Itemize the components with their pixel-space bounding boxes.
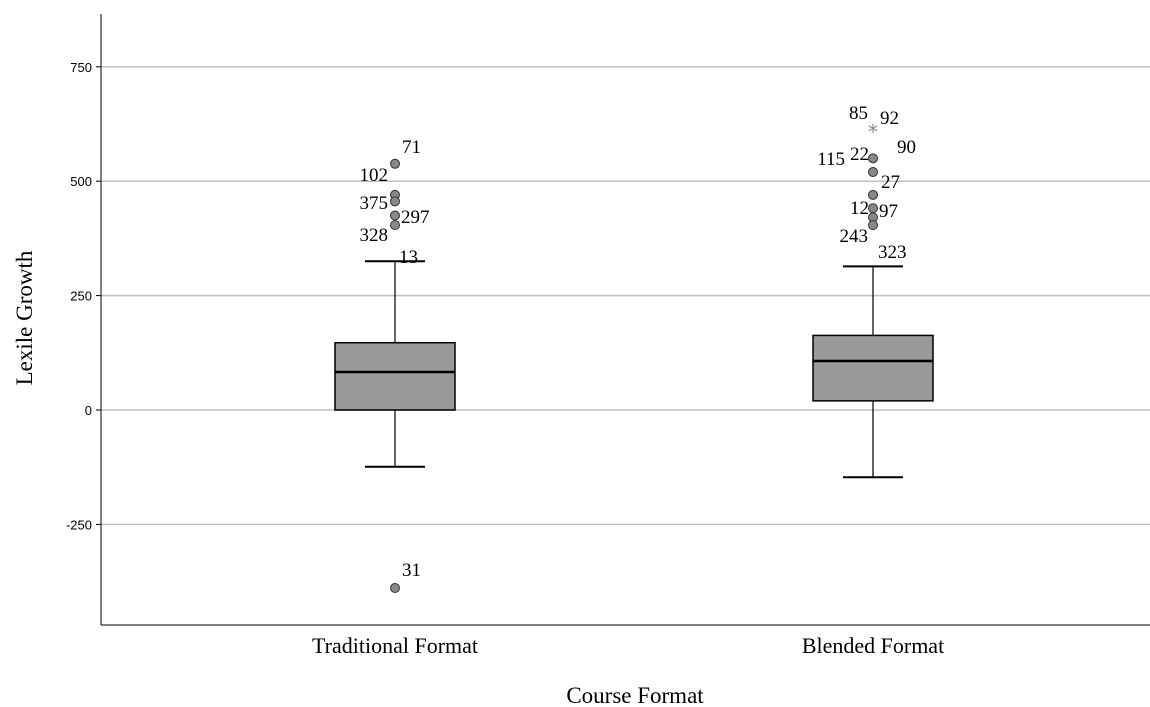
case-number-label: 102 [360,165,389,186]
x-axis-title: Course Format [566,683,704,707]
y-tick-label: 0 [85,403,92,418]
outlier-point [390,196,400,207]
category-label: Traditional Format [312,633,478,658]
outliers: * [390,120,878,594]
case-number-label: 92 [880,108,899,129]
case-number-label: 85 [849,103,868,124]
outlier-point [868,189,878,200]
y-axis-ticks: -250 0 250 500 750 [66,60,101,532]
category-labels: Traditional Format Blended Format [312,633,944,658]
category-label: Blended Format [802,633,944,658]
case-number-label: 22 [850,144,869,165]
case-number-label: 97 [879,201,898,222]
outlier-point [390,210,400,221]
iqr-box [334,341,456,411]
y-tick-label: 500 [70,174,92,189]
case-number-label: 243 [840,226,869,247]
iqr-box [812,334,934,402]
case-number-label: 90 [897,137,916,158]
case-number-label: 115 [817,149,845,170]
box-group [334,260,456,468]
outlier-point [390,220,400,231]
outlier-point [868,203,878,214]
y-tick-label: 250 [70,289,92,304]
y-axis-title: Lexile Growth [12,250,37,385]
case-number-label: 375 [360,193,389,214]
outlier-point [390,158,400,169]
gridlines [101,66,1150,526]
boxes [334,260,934,479]
outlier-star: * [868,120,878,144]
box-group [812,265,934,479]
y-tick-label: -250 [66,517,92,532]
case-number-label: 297 [401,207,430,228]
case-number-label: 31 [402,560,421,581]
case-number-label: 323 [878,242,907,263]
outlier-point [868,167,878,178]
case-number-label: 13 [399,247,418,268]
case-labels: 71 102 375 297 328 31 13 92 22 90 27 97 12 243 85 115 32… [360,103,917,581]
case-number-label: 71 [402,137,421,158]
outlier-point [390,583,400,594]
y-tick-label: 750 [70,60,92,75]
outlier-point [868,153,878,164]
case-number-label: 12 [850,198,869,219]
outlier-point [868,220,878,231]
case-number-label: 27 [881,172,900,193]
case-number-label: 328 [360,225,389,246]
